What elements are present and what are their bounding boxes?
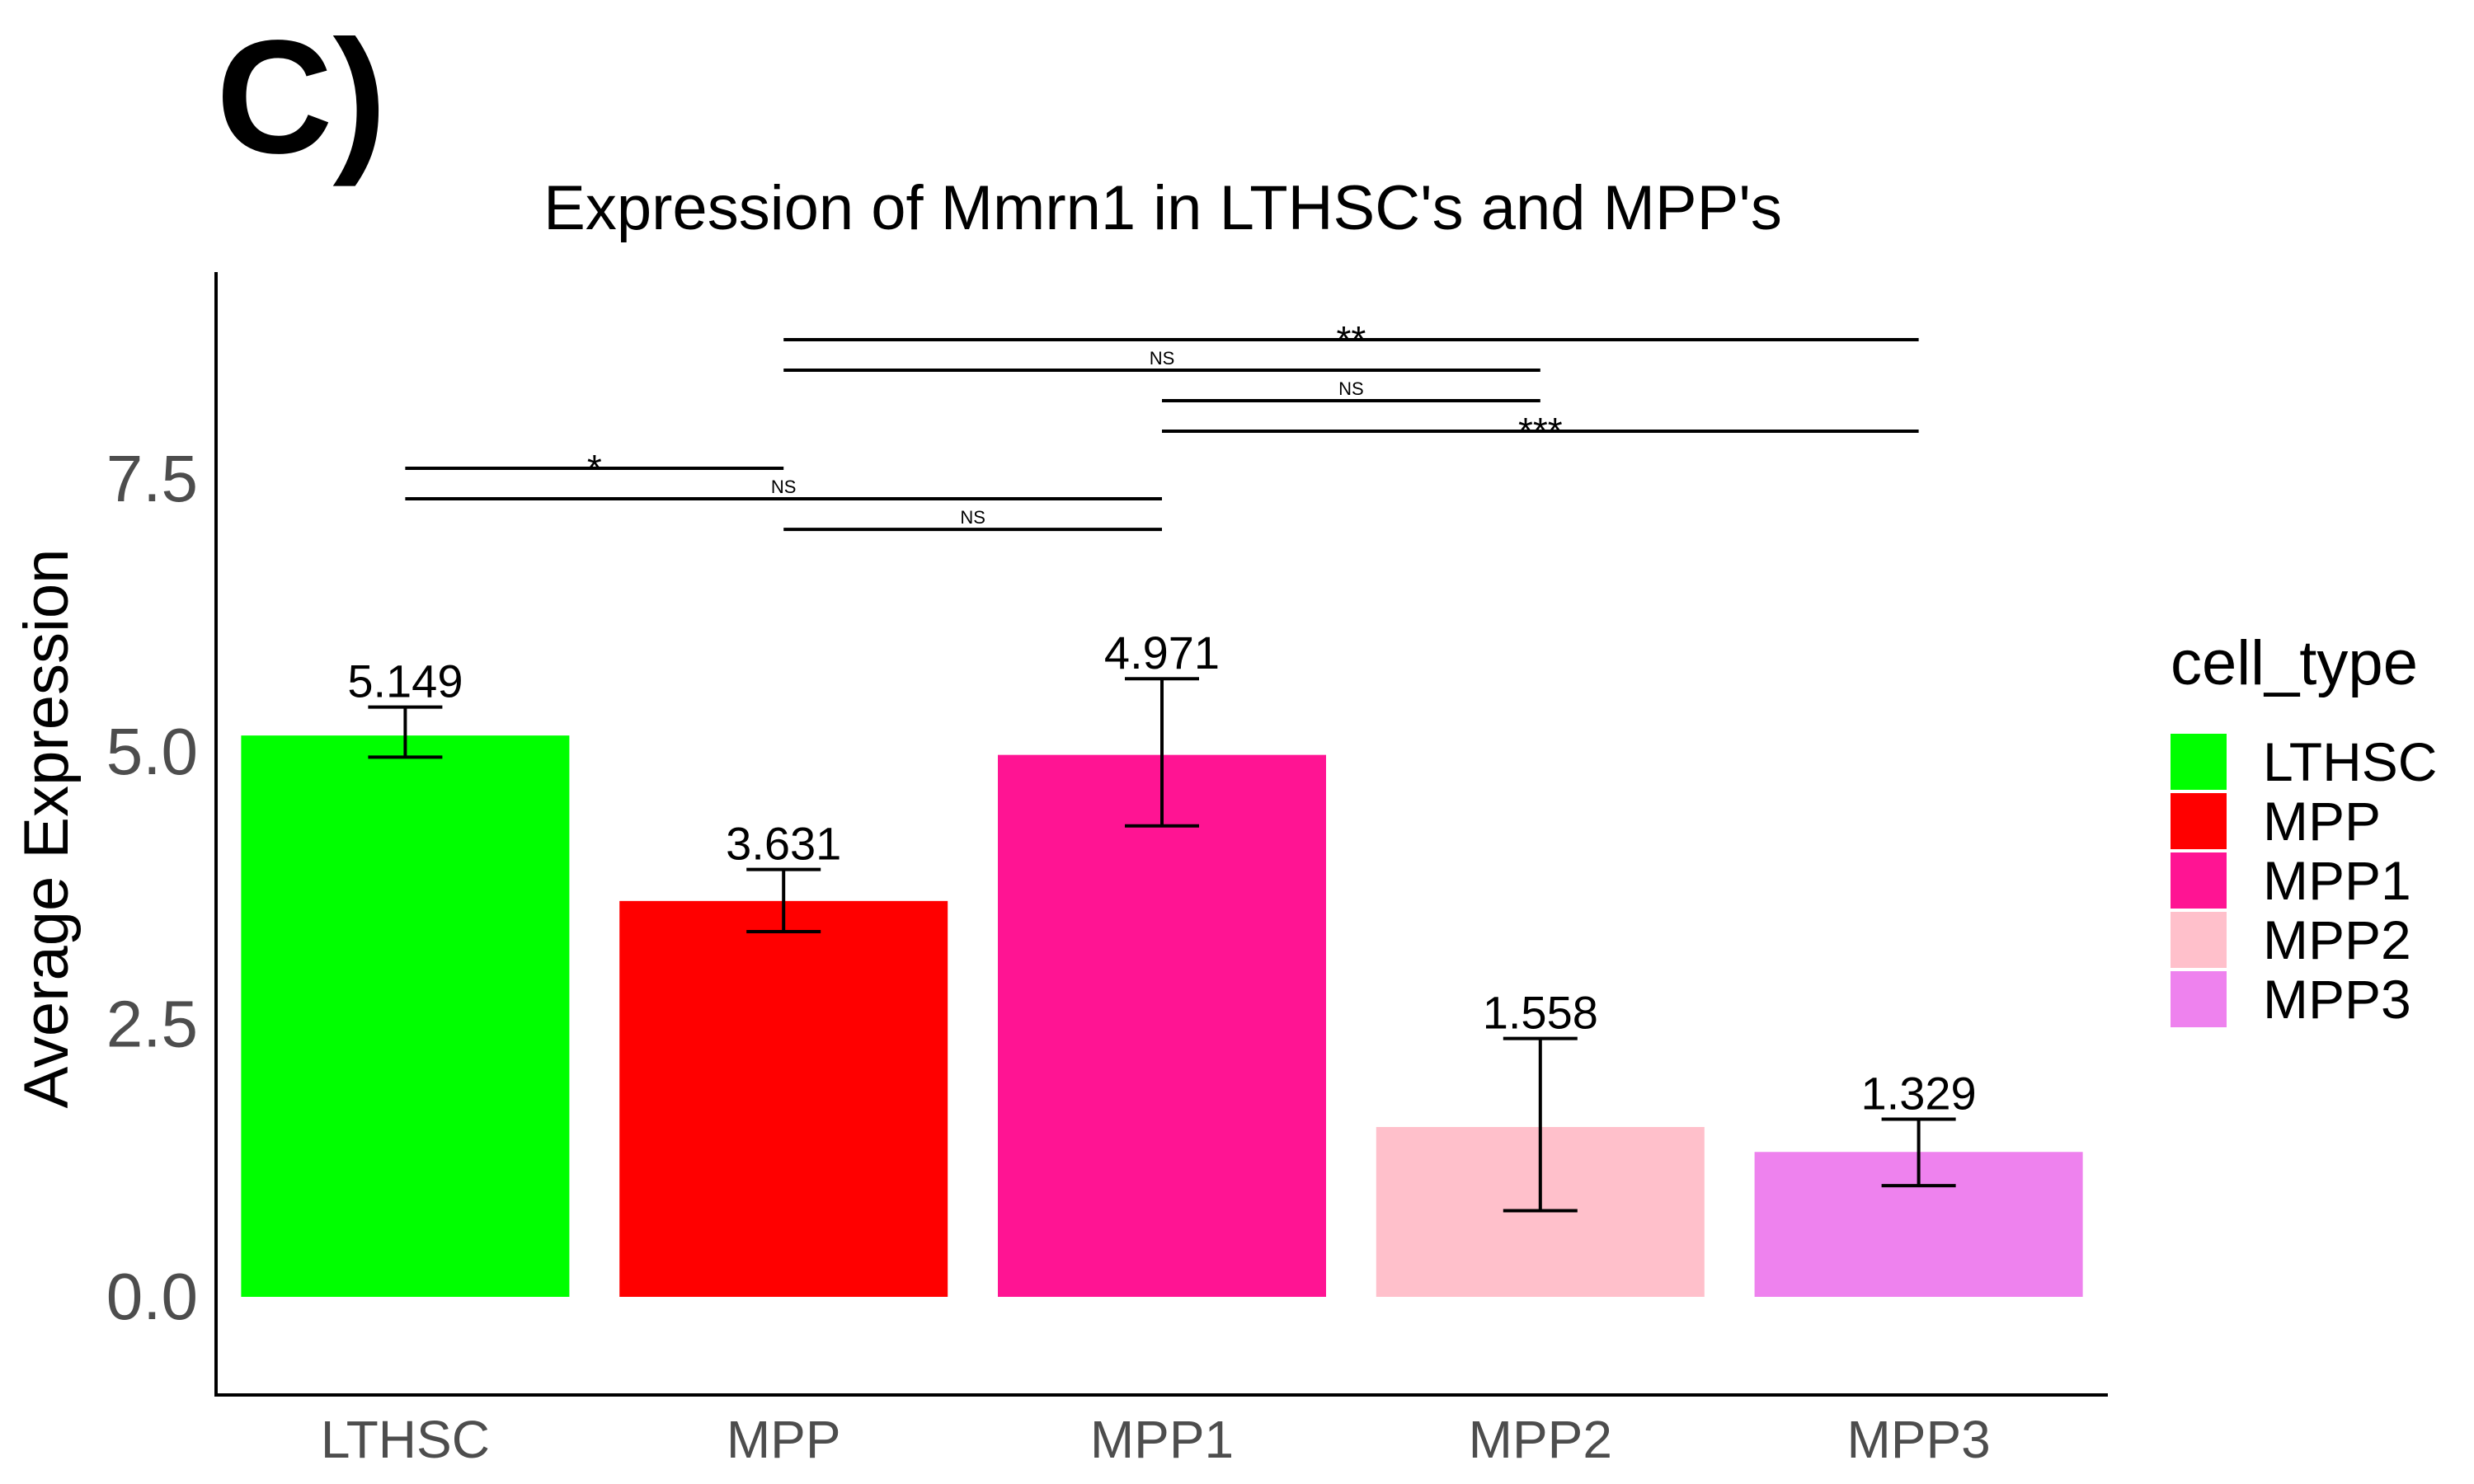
significance-label: NS [771, 477, 797, 497]
significance-bracket: * [405, 447, 784, 490]
value-label-mpp2: 1.558 [1483, 987, 1598, 1039]
y-axis-label: Average Expression [12, 549, 82, 1109]
x-tick-label-mpp: MPP [727, 1410, 841, 1469]
bar-mpp1 [998, 754, 1326, 1297]
significance-label: ** [1336, 318, 1366, 361]
significance-bracket: NS [783, 348, 1540, 373]
significance-bracket: NS [783, 507, 1162, 532]
legend-key-mpp3 [2171, 971, 2227, 1027]
error-bar-mpp3 [1881, 1117, 1956, 1188]
x-tick-label-mpp2: MPP2 [1469, 1410, 1612, 1469]
x-tick-label-lthsc: LTHSC [321, 1410, 490, 1469]
legend-label-mpp: MPP [2263, 791, 2381, 852]
significance-label: NS [1150, 348, 1175, 369]
error-bar-mpp [746, 867, 821, 934]
significance-bracket: NS [405, 477, 1162, 501]
y-tick-label: 2.5 [106, 987, 198, 1060]
value-label-mpp1: 4.971 [1104, 627, 1220, 679]
legend-label-mpp1: MPP1 [2263, 850, 2411, 911]
significance-bracket: NS [1162, 378, 1540, 403]
legend-key-mpp1 [2171, 852, 2227, 909]
significance-label: NS [960, 507, 985, 528]
significance-label: NS [1338, 378, 1364, 399]
value-label-mpp3: 1.329 [1861, 1067, 1977, 1119]
error-bar-mpp2 [1503, 1036, 1578, 1213]
legend-label-mpp3: MPP3 [2263, 969, 2411, 1030]
x-tick-label-mpp3: MPP3 [1846, 1410, 1990, 1469]
y-tick-label: 0.0 [106, 1260, 198, 1333]
significance-bracket: ** [783, 318, 1919, 361]
value-label-mpp: 3.631 [726, 818, 841, 870]
value-label-lthsc: 5.149 [347, 655, 463, 707]
bar-mpp [619, 900, 948, 1297]
bar-lthsc [241, 735, 570, 1297]
panel-label: C) [216, 7, 387, 187]
legend-key-mpp2 [2171, 912, 2227, 968]
significance-label: *** [1518, 410, 1563, 453]
error-bar-mpp1 [1125, 677, 1199, 828]
significance-bracket: *** [1162, 410, 1919, 453]
legend-label-lthsc: LTHSC [2263, 731, 2437, 792]
chart-title: Expression of Mmrn1 in LTHSC's and MPP's [543, 173, 1782, 243]
y-tick-label: 5.0 [106, 715, 198, 788]
value-labels-layer: 5.149 3.631 4.971 1.558 1.329 [347, 627, 1976, 1119]
x-tick-label-mpp1: MPP1 [1090, 1410, 1234, 1469]
legend-title: cell_type [2171, 628, 2418, 698]
legend-label-mpp2: MPP2 [2263, 909, 2411, 970]
y-tick-label: 7.5 [106, 442, 198, 515]
legend-key-mpp [2171, 793, 2227, 849]
legend-key-lthsc [2171, 734, 2227, 790]
error-bar-lthsc [368, 705, 443, 759]
error-bars-layer [368, 677, 1956, 1213]
significance-label: * [587, 447, 602, 490]
axes-layer: LTHSC MPP MPP1 MPP2 MPP3 0.0 2.5 5.0 7.5 [106, 272, 2108, 1469]
